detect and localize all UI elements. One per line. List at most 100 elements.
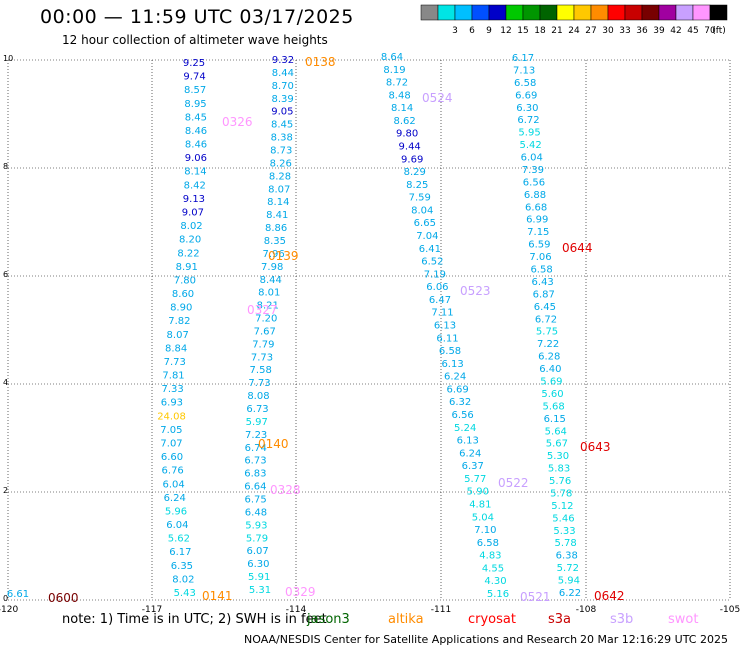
x-tick-label: -114 [286, 605, 307, 615]
wave-height-value: 8.91 [176, 262, 198, 273]
wave-height-value: 8.90 [170, 303, 192, 314]
wave-height-value: 5.94 [558, 576, 580, 587]
wave-height-value: 7.73 [248, 378, 270, 389]
x-tick-label: -117 [142, 605, 162, 615]
map-subtitle: 12 hour collection of altimeter wave hei… [62, 33, 328, 47]
scale-tick-label: 9 [486, 26, 492, 36]
scale-swatch [709, 4, 728, 21]
map-title: 00:00 — 11:59 UTC 03/17/2025 [40, 6, 354, 28]
wave-height-value: 5.31 [249, 585, 271, 596]
wave-height-value: 8.45 [271, 120, 293, 131]
wave-height-value: 5.30 [547, 451, 569, 462]
wave-height-value: 6.73 [246, 404, 268, 415]
color-scale-bar: 3 6 9 12 15 18 21 24 27 30 33 36 39 42 45 70(ft) [420, 4, 728, 36]
wave-height-value: 6.30 [516, 103, 538, 114]
wave-height-value: 7.73 [164, 357, 186, 368]
wave-height-value: 8.21 [257, 301, 279, 312]
pass-time-label: 0643 [580, 440, 611, 454]
pass-time-label: 0327 [247, 303, 278, 317]
wave-height-value: 5.72 [557, 563, 579, 574]
wave-height-value: 4.55 [482, 563, 504, 574]
wave-height-value: 5.43 [174, 588, 196, 599]
footer-credit: NOAA/NESDIS Center for Satellite Applica… [244, 633, 578, 646]
wave-height-value: 7.20 [255, 314, 277, 325]
wave-height-value: 6.88 [524, 190, 546, 201]
wave-height-value: 5.69 [540, 376, 562, 387]
wave-height-value: 8.14 [267, 197, 289, 208]
wave-height-value: 6.15 [544, 414, 566, 425]
scale-tick-label: 30 [602, 26, 614, 36]
wave-height-value: 7.15 [527, 227, 549, 238]
wave-height-value: 6.69 [446, 384, 468, 395]
wave-height-value: 8.46 [185, 140, 207, 151]
pass-time-label: 0138 [305, 55, 336, 69]
wave-height-value: 9.80 [396, 129, 418, 140]
wave-height-value: 8.08 [247, 391, 269, 402]
wave-height-value: 9.69 [401, 154, 423, 165]
wave-height-value: 6.47 [429, 295, 451, 306]
wave-height-value: 5.24 [454, 423, 476, 434]
wave-height-value: 8.04 [411, 205, 433, 216]
wave-height-value: 5.96 [165, 506, 187, 517]
scale-tick-label: 12 [500, 26, 511, 36]
wave-height-value: 6.41 [419, 244, 441, 255]
legend-altika: altika [388, 612, 424, 627]
wave-height-value: 6.58 [477, 538, 499, 549]
wave-height-value: 7.82 [168, 316, 190, 327]
wave-height-value: 8.28 [269, 171, 291, 182]
wave-height-value: 6.72 [517, 115, 539, 126]
scale-tick-label: 27 [585, 26, 596, 36]
wave-height-value: 5.78 [554, 538, 576, 549]
footnote: note: 1) Time is in UTC; 2) SWH is in fe… [62, 612, 327, 627]
wave-height-value: 7.13 [513, 65, 535, 76]
wave-height-value: 5.46 [552, 513, 574, 524]
wave-height-value: 6.68 [525, 202, 547, 213]
scale-tick-label: 3 [452, 26, 458, 36]
scale-tick-label: 21 [551, 26, 562, 36]
wave-height-value: 6.40 [539, 364, 561, 375]
legend-s3b: s3b [610, 612, 634, 627]
scale-tick-label: 18 [534, 26, 546, 36]
wave-height-value: 5.91 [248, 572, 270, 583]
wave-height-value: 6.58 [530, 265, 552, 276]
wave-height-value: 8.48 [388, 90, 410, 101]
wave-height-value: 7.33 [161, 384, 183, 395]
wave-height-value: 5.83 [548, 464, 570, 475]
wave-height-value: 6.93 [161, 398, 183, 409]
y-tick-label: 6 [3, 270, 8, 279]
wave-height-value: 6.45 [534, 302, 556, 313]
wave-height-value: 8.38 [271, 133, 293, 144]
legend-s3a: s3a [548, 612, 572, 627]
wave-height-value: 6.56 [452, 410, 474, 421]
wave-height-value: 8.19 [383, 65, 405, 76]
wave-height-value: 5.75 [536, 327, 558, 338]
wave-height-value: 6.04 [166, 520, 188, 531]
wave-height-value: 8.07 [167, 330, 189, 341]
pass-time-label: 0644 [562, 241, 593, 255]
wave-height-value: 8.29 [404, 167, 426, 178]
wave-height-value: 6.83 [244, 469, 266, 480]
wave-height-value: 5.95 [518, 128, 540, 139]
wave-height-value: 6.65 [414, 218, 436, 229]
wave-height-value: 8.25 [406, 180, 428, 191]
wave-height-value: 9.25 [183, 58, 205, 69]
scale-tick-label: 24 [568, 26, 580, 36]
wave-height-value: 6.11 [436, 333, 458, 344]
wave-height-value: 6.73 [244, 456, 266, 467]
scale-unit: (ft) [712, 26, 726, 36]
wave-height-value: 8.64 [381, 52, 403, 63]
wave-height-value: 5.60 [541, 389, 563, 400]
wave-height-value: 4.81 [469, 500, 491, 511]
pass-time-label: 0328 [270, 483, 301, 497]
wave-height-value: 8.60 [172, 289, 194, 300]
wave-height-value: 8.14 [184, 167, 206, 178]
wave-height-value: 6.28 [538, 352, 560, 363]
y-tick-label: 8 [3, 162, 8, 171]
scale-tick-label: 42 [670, 26, 681, 36]
wave-height-value: 8.57 [184, 85, 206, 96]
wave-height-value: 6.32 [449, 397, 471, 408]
scale-tick-label: 39 [653, 26, 665, 36]
wave-height-value: 8.45 [185, 112, 207, 123]
wave-height-value: 7.22 [537, 339, 559, 350]
